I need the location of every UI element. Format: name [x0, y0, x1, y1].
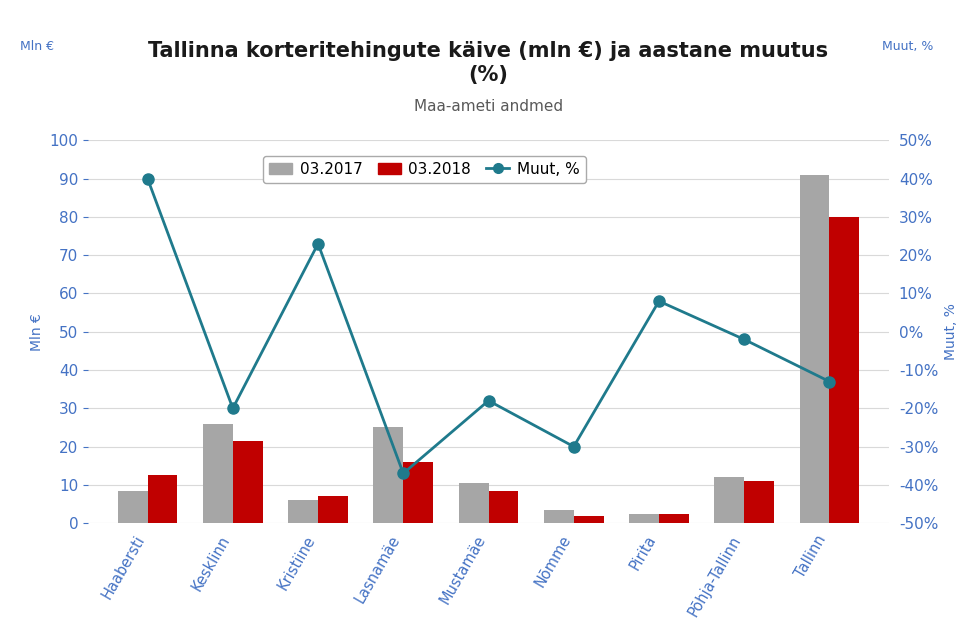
- Y-axis label: Mln €: Mln €: [29, 313, 44, 351]
- Bar: [458, 483, 488, 523]
- Text: Muut, %: Muut, %: [881, 40, 933, 52]
- Bar: [714, 477, 744, 523]
- Bar: [288, 500, 319, 523]
- Bar: [233, 441, 263, 523]
- Text: Tallinna korteritehingute käive (mln €) ja aastane muutus
(%): Tallinna korteritehingute käive (mln €) …: [149, 41, 828, 85]
- Bar: [744, 481, 774, 523]
- Bar: [373, 427, 404, 523]
- Text: © Tõnu Toompark, ADAUR.EE: © Tõnu Toompark, ADAUR.EE: [16, 614, 243, 627]
- Bar: [544, 510, 573, 523]
- Bar: [488, 491, 519, 523]
- Legend: 03.2017, 03.2018, Muut, %: 03.2017, 03.2018, Muut, %: [263, 156, 586, 183]
- Bar: [118, 491, 148, 523]
- Bar: [629, 514, 658, 523]
- Bar: [319, 496, 348, 523]
- Bar: [799, 175, 829, 523]
- Bar: [829, 217, 859, 523]
- Bar: [203, 424, 233, 523]
- Bar: [658, 514, 689, 523]
- Bar: [148, 475, 178, 523]
- Text: Maa-ameti andmed: Maa-ameti andmed: [414, 99, 563, 114]
- Y-axis label: Muut, %: Muut, %: [944, 303, 957, 360]
- Bar: [404, 462, 433, 523]
- Bar: [573, 516, 604, 523]
- Text: Mln €: Mln €: [20, 40, 54, 52]
